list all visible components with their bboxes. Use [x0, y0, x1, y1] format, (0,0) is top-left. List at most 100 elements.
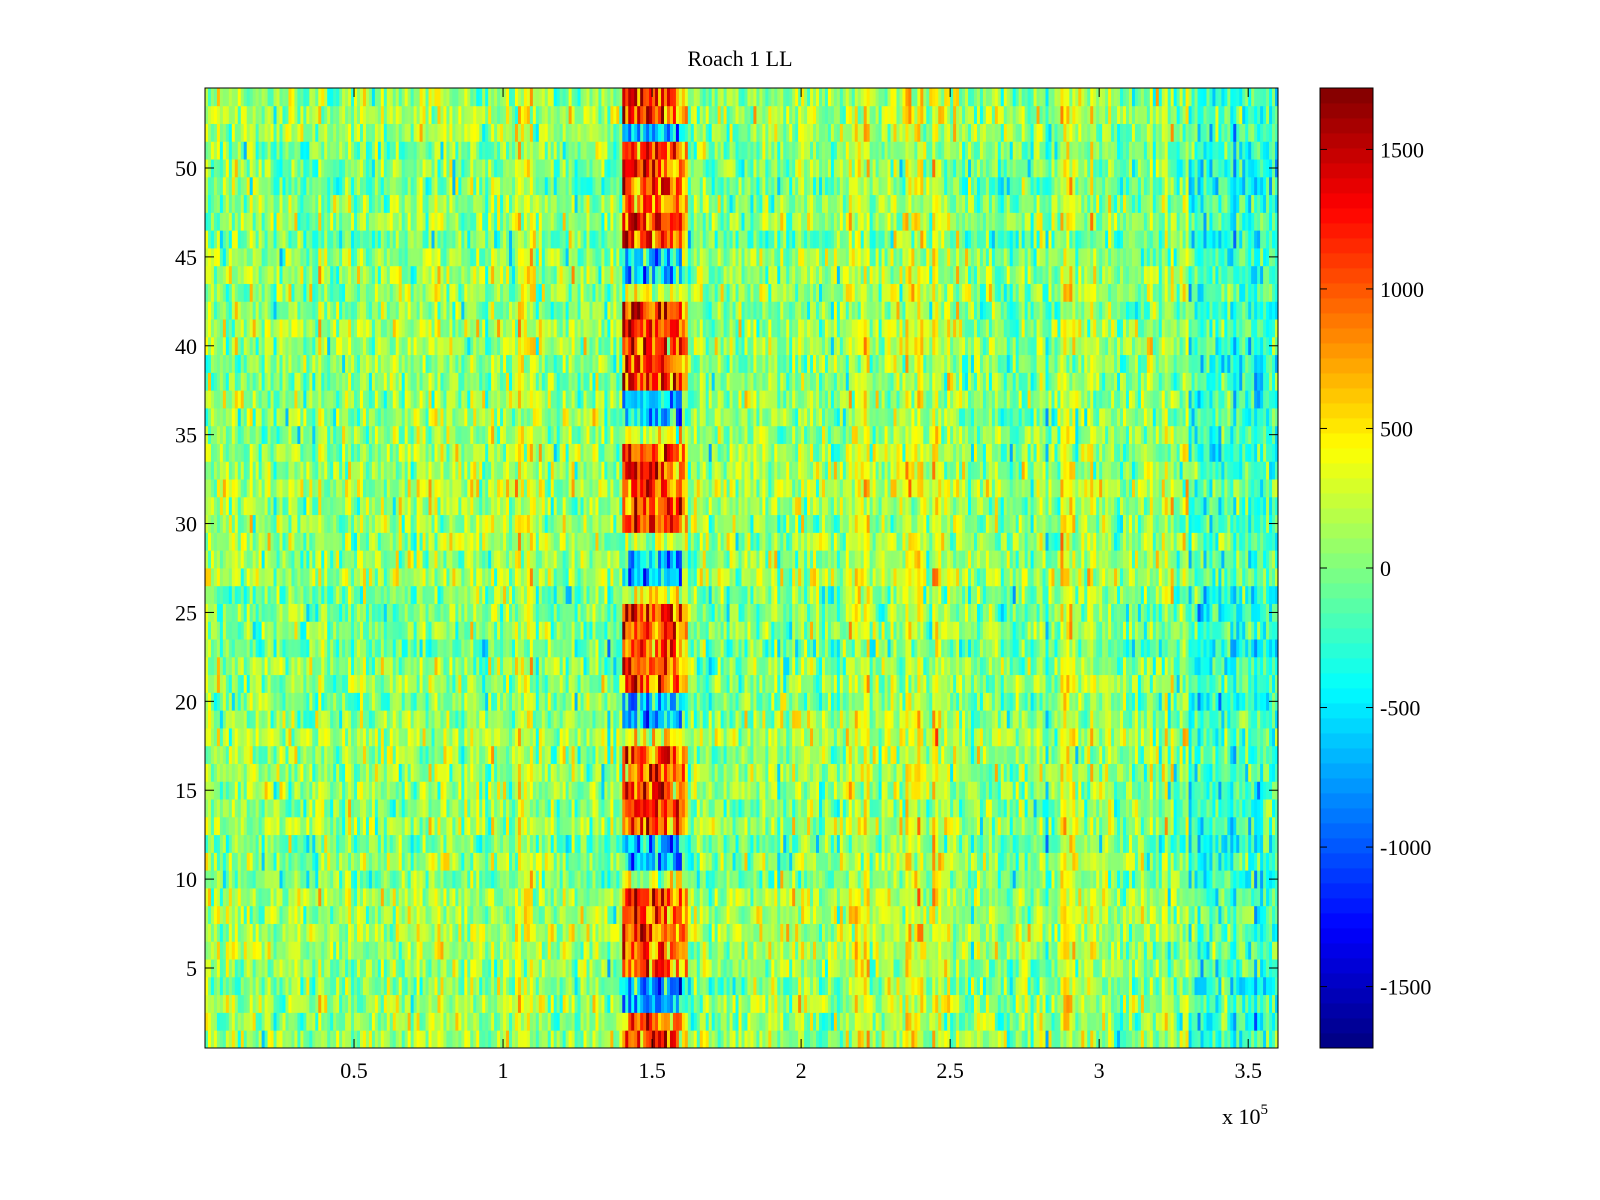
heatmap-cell: [1087, 1030, 1090, 1048]
heatmap-cell: [470, 1012, 473, 1030]
heatmap-cell: [512, 1030, 515, 1048]
heatmap-cell: [259, 977, 262, 995]
heatmap-cell: [432, 995, 435, 1013]
heatmap-cell: [688, 1030, 691, 1048]
heatmap-cell: [354, 1012, 357, 1030]
heatmap-cell: [285, 888, 288, 906]
heatmap-cell: [709, 870, 712, 888]
heatmap-cell: [578, 941, 581, 959]
heatmap-cell: [682, 888, 685, 906]
heatmap-cell: [932, 888, 935, 906]
heatmap-cell: [476, 888, 479, 906]
heatmap-cell: [351, 977, 354, 995]
heatmap-cell: [557, 941, 560, 959]
heatmap-cell: [1192, 888, 1195, 906]
heatmap-cell: [461, 1012, 464, 1030]
heatmap-cell: [843, 1012, 846, 1030]
heatmap-cell: [405, 995, 408, 1013]
heatmap-cell: [1165, 924, 1168, 942]
heatmap-cell: [891, 941, 894, 959]
heatmap-cell: [1096, 906, 1099, 924]
heatmap-cell: [894, 977, 897, 995]
heatmap-cell: [691, 941, 694, 959]
heatmap-cell: [417, 941, 420, 959]
heatmap-cell: [208, 1030, 211, 1048]
heatmap-cell: [1120, 1030, 1123, 1048]
heatmap-cell: [211, 835, 214, 853]
heatmap-cell: [631, 924, 634, 942]
heatmap-cell: [1272, 995, 1275, 1013]
heatmap-cell: [288, 870, 291, 888]
heatmap-cell: [1072, 835, 1075, 853]
heatmap-cell: [1141, 941, 1144, 959]
heatmap-cell: [399, 1012, 402, 1030]
heatmap-cell: [771, 924, 774, 942]
heatmap-cell: [601, 1012, 604, 1030]
heatmap-cell: [953, 1012, 956, 1030]
heatmap-cell: [1016, 888, 1019, 906]
heatmap-cell: [792, 888, 795, 906]
heatmap-cell: [1171, 959, 1174, 977]
heatmap-cell: [905, 1030, 908, 1048]
heatmap-cell: [944, 1030, 947, 1048]
heatmap-cell: [318, 1030, 321, 1048]
heatmap-cell: [911, 1030, 914, 1048]
heatmap-cell: [813, 1030, 816, 1048]
heatmap-cell: [232, 995, 235, 1013]
heatmap-cell: [744, 852, 747, 870]
heatmap-cell: [679, 1030, 682, 1048]
heatmap-cell: [1010, 941, 1013, 959]
heatmap-cell: [733, 835, 736, 853]
heatmap-cell: [1236, 906, 1239, 924]
heatmap-cell: [849, 852, 852, 870]
heatmap-cell: [1159, 1012, 1162, 1030]
heatmap-cell: [1227, 906, 1230, 924]
heatmap-cell: [333, 817, 336, 835]
heatmap-cell: [870, 906, 873, 924]
heatmap-cell: [247, 995, 250, 1013]
heatmap-cell: [768, 906, 771, 924]
heatmap-cell: [1028, 941, 1031, 959]
heatmap-cell: [688, 870, 691, 888]
heatmap-cell: [503, 906, 506, 924]
heatmap-cell: [700, 1012, 703, 1030]
heatmap-cell: [1218, 977, 1221, 995]
heatmap-cell: [607, 870, 610, 888]
heatmap-cell: [357, 924, 360, 942]
heatmap-cell: [867, 870, 870, 888]
heatmap-cell: [455, 941, 458, 959]
heatmap-cell: [825, 977, 828, 995]
heatmap-cell: [908, 1012, 911, 1030]
heatmap-cell: [294, 1030, 297, 1048]
heatmap-cell: [765, 888, 768, 906]
heatmap-cell: [491, 817, 494, 835]
heatmap-cell: [396, 1012, 399, 1030]
heatmap-cell: [902, 977, 905, 995]
heatmap-cell: [342, 1030, 345, 1048]
heatmap-cell: [888, 977, 891, 995]
heatmap-cell: [560, 995, 563, 1013]
heatmap-cell: [1147, 835, 1150, 853]
heatmap-cell: [670, 941, 673, 959]
heatmap-cell: [989, 995, 992, 1013]
heatmap-cell: [604, 977, 607, 995]
heatmap-cell: [1150, 1030, 1153, 1048]
heatmap-cell: [923, 888, 926, 906]
heatmap-cell: [443, 817, 446, 835]
heatmap-cell: [643, 977, 646, 995]
heatmap-cell: [1075, 1030, 1078, 1048]
heatmap-cell: [795, 906, 798, 924]
heatmap-cell: [205, 977, 208, 995]
heatmap-cell: [1269, 888, 1272, 906]
heatmap-cell: [765, 977, 768, 995]
heatmap-cell: [610, 995, 613, 1013]
heatmap-cell: [694, 977, 697, 995]
heatmap-cell: [822, 995, 825, 1013]
heatmap-cell: [846, 1012, 849, 1030]
heatmap-cell: [697, 870, 700, 888]
heatmap-cell: [1227, 941, 1230, 959]
heatmap-cell: [697, 888, 700, 906]
heatmap-cell: [810, 835, 813, 853]
heatmap-cell: [634, 995, 637, 1013]
heatmap-cell: [831, 1030, 834, 1048]
